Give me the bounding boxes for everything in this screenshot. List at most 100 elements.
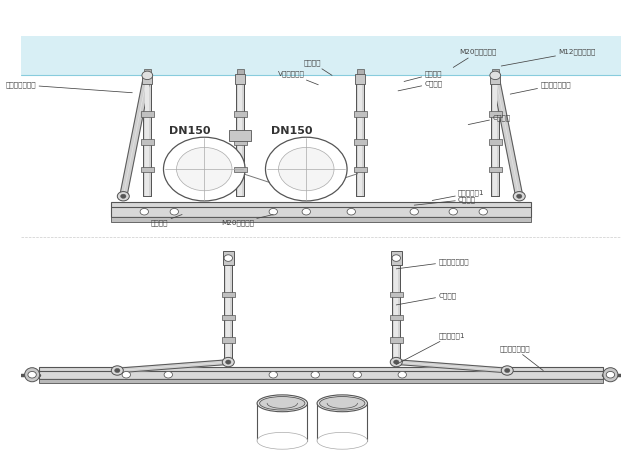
Circle shape [392,255,401,261]
Ellipse shape [257,395,308,412]
Bar [111,202,531,217]
Bar [392,263,400,362]
Circle shape [140,209,149,215]
Text: DN150: DN150 [168,126,210,136]
Text: 压穿抗震铰接件: 压穿抗震铰接件 [510,82,571,94]
Bar [394,263,398,362]
Circle shape [120,194,126,198]
Circle shape [517,194,522,198]
Bar [390,315,402,320]
Text: 六角螺栓: 六角螺栓 [151,215,182,226]
Bar [222,292,235,297]
Text: C型槽钢: C型槽钢 [396,292,456,305]
Bar [225,263,232,362]
Ellipse shape [603,368,618,382]
Bar [356,75,364,196]
Circle shape [390,357,402,367]
Bar [141,167,154,173]
Bar [390,337,402,343]
Text: 螺杆接头: 螺杆接头 [304,59,332,75]
Circle shape [505,368,510,373]
Circle shape [223,358,233,366]
Bar [355,73,366,84]
Text: 全牙螺杆: 全牙螺杆 [404,71,442,82]
Circle shape [311,372,319,378]
Polygon shape [492,75,523,197]
Text: M12螺杆式锚栓: M12螺杆式锚栓 [501,49,595,66]
Circle shape [226,360,231,364]
Text: C型槽钢: C型槽钢 [414,196,476,205]
Text: C型槽钢: C型槽钢 [468,114,510,125]
Circle shape [394,360,399,364]
Text: DN150: DN150 [271,126,312,136]
Circle shape [142,71,153,80]
Circle shape [449,209,457,215]
Bar [489,111,502,117]
Text: V型加劲装置: V型加劲装置 [278,71,318,85]
Circle shape [302,209,311,215]
Circle shape [118,192,129,201]
Circle shape [514,192,525,201]
Bar [494,75,497,196]
Bar [257,403,308,441]
Bar [354,139,366,145]
Bar [236,69,244,74]
Bar [390,292,402,297]
Bar [222,337,235,343]
Polygon shape [396,360,507,373]
Circle shape [502,366,513,375]
Circle shape [28,372,36,378]
Circle shape [353,372,361,378]
Polygon shape [120,75,151,197]
Ellipse shape [319,397,365,410]
Bar [39,379,603,383]
Bar [142,73,152,84]
Bar [222,315,235,320]
Circle shape [112,366,123,375]
Circle shape [513,191,525,201]
Circle shape [222,357,234,367]
Bar [358,75,362,196]
Text: C型槽钢: C型槽钢 [398,80,442,91]
Text: M20翼沿螺母: M20翼沿螺母 [221,215,273,226]
Bar [491,75,499,196]
Circle shape [163,137,245,201]
Ellipse shape [260,397,305,410]
Bar [492,69,499,74]
Bar [354,111,366,117]
Bar [144,75,151,196]
Bar [39,367,603,379]
Circle shape [265,137,347,201]
Circle shape [501,366,513,375]
Bar [234,167,246,173]
Bar [238,75,242,196]
Circle shape [278,147,334,191]
Bar [490,73,500,84]
Ellipse shape [317,432,368,449]
Bar [223,251,234,265]
Text: 抗震铰接件1: 抗震铰接件1 [396,332,465,365]
Bar [236,75,244,196]
Bar [234,111,246,117]
Polygon shape [117,360,228,373]
Ellipse shape [24,368,39,382]
Bar [234,139,246,145]
Circle shape [479,209,487,215]
Text: 压穿抗震铰接件: 压穿抗震铰接件 [6,82,132,93]
Bar [141,111,154,117]
Bar [227,263,230,362]
Text: 抗震铰接件1: 抗震铰接件1 [432,190,485,201]
Bar [21,36,622,75]
Text: 压穿抗震铰接件: 压穿抗震铰接件 [499,345,544,371]
Circle shape [410,209,419,215]
Circle shape [224,255,233,261]
Circle shape [177,147,232,191]
Bar [230,130,251,141]
Bar [489,167,502,173]
Ellipse shape [257,432,308,449]
Circle shape [170,209,178,215]
Bar [391,251,402,265]
Text: M20螺杆式锚栓: M20螺杆式锚栓 [453,49,497,67]
Bar [354,167,366,173]
Bar [489,139,502,145]
